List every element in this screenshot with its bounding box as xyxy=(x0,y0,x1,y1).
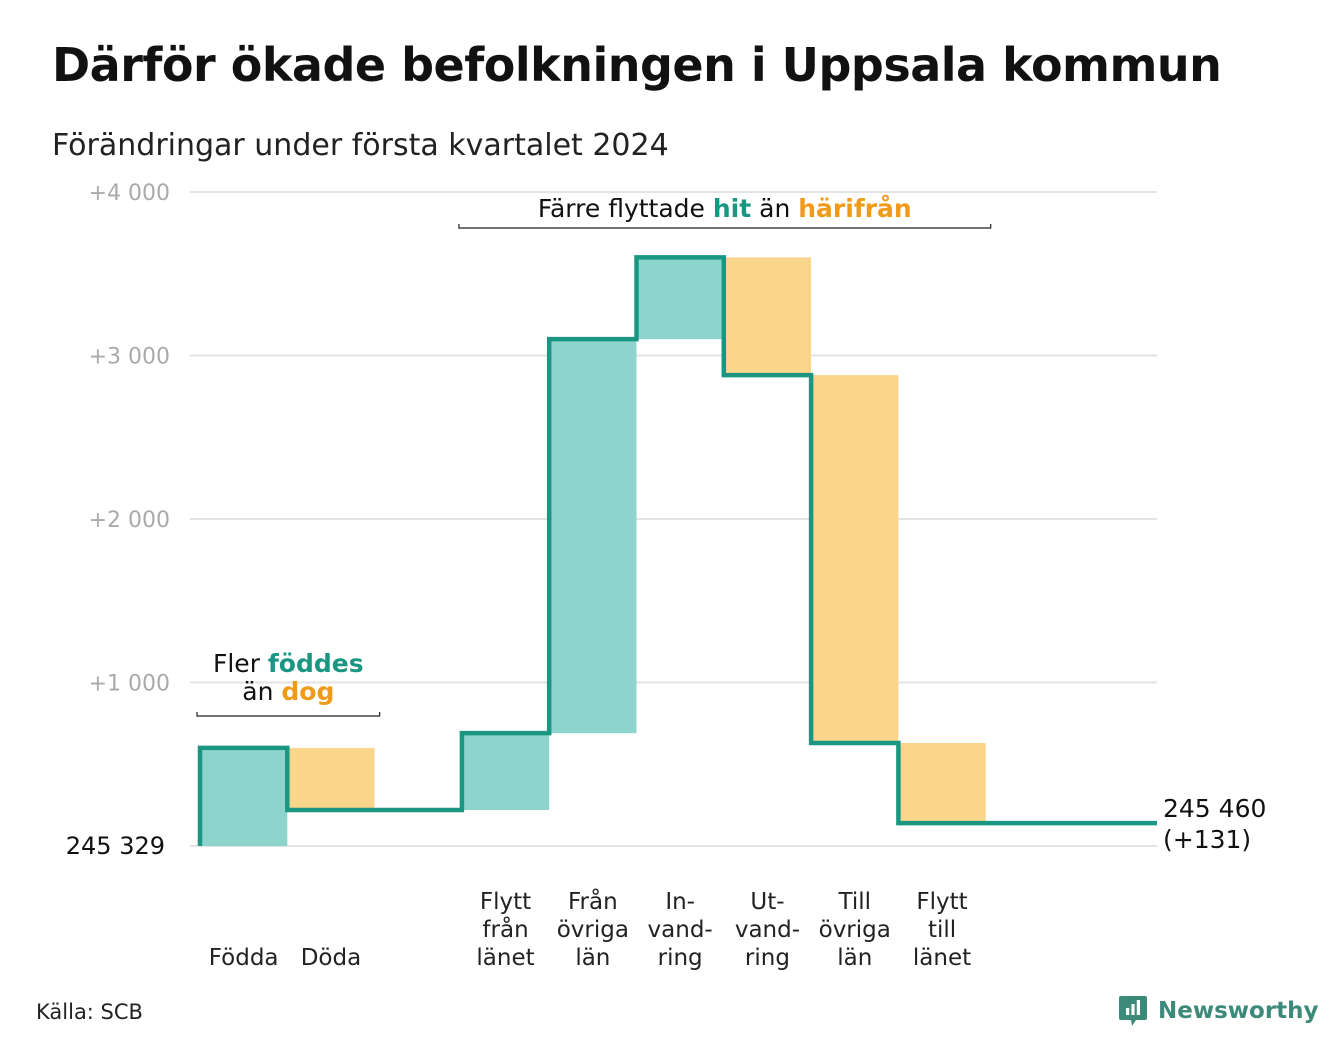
end-value-label: 245 460 xyxy=(1163,794,1266,823)
x-category-label: Från övriga län xyxy=(557,887,629,971)
cumulative-step-line xyxy=(197,255,1157,846)
annotation-migration: Färre flyttade hit än härifrån xyxy=(538,194,912,223)
annotation-bracket xyxy=(196,712,381,717)
x-category-label: Till övriga län xyxy=(819,889,891,971)
x-category-label: Flytt till länet xyxy=(913,889,971,971)
x-category-label: Döda xyxy=(301,945,361,971)
source-note: Källa: SCB xyxy=(36,1000,143,1024)
x-category-label: Flytt från länet xyxy=(476,889,534,971)
bar-inflow xyxy=(549,339,637,734)
brand-name: Newsworthy xyxy=(1158,998,1319,1024)
bar-inflow xyxy=(200,747,288,846)
start-value-label: 245 329 xyxy=(66,832,165,860)
annotation-births-line1: Fler föddes xyxy=(213,649,364,678)
brand-logo: Newsworthy xyxy=(1118,994,1319,1028)
end-change-label: (+131) xyxy=(1163,825,1251,854)
x-category-label: Födda xyxy=(209,945,279,971)
y-tick-label: +4 000 xyxy=(89,181,170,206)
bar-outflow xyxy=(811,375,899,743)
bar-inflow xyxy=(636,257,724,340)
bar-outflow xyxy=(287,747,375,811)
chart-title: Därför ökade befolkningen i Uppsala komm… xyxy=(52,38,1222,92)
x-category-label: In-vand-ring xyxy=(648,889,713,971)
annotation-births-line2: än dog xyxy=(242,677,334,706)
y-tick-label: +2 000 xyxy=(89,508,170,533)
newsworthy-icon xyxy=(1119,996,1147,1026)
chart-subtitle: Förändringar under första kvartalet 2024 xyxy=(52,128,669,163)
bar-inflow xyxy=(461,733,550,811)
y-tick-label: +3 000 xyxy=(89,345,170,370)
annotation-bracket xyxy=(458,224,992,229)
bar-outflow xyxy=(898,742,986,824)
bar-outflow xyxy=(723,257,812,376)
x-category-label: Ut-vand-ring xyxy=(735,889,800,971)
y-tick-label: +1 000 xyxy=(89,672,170,697)
